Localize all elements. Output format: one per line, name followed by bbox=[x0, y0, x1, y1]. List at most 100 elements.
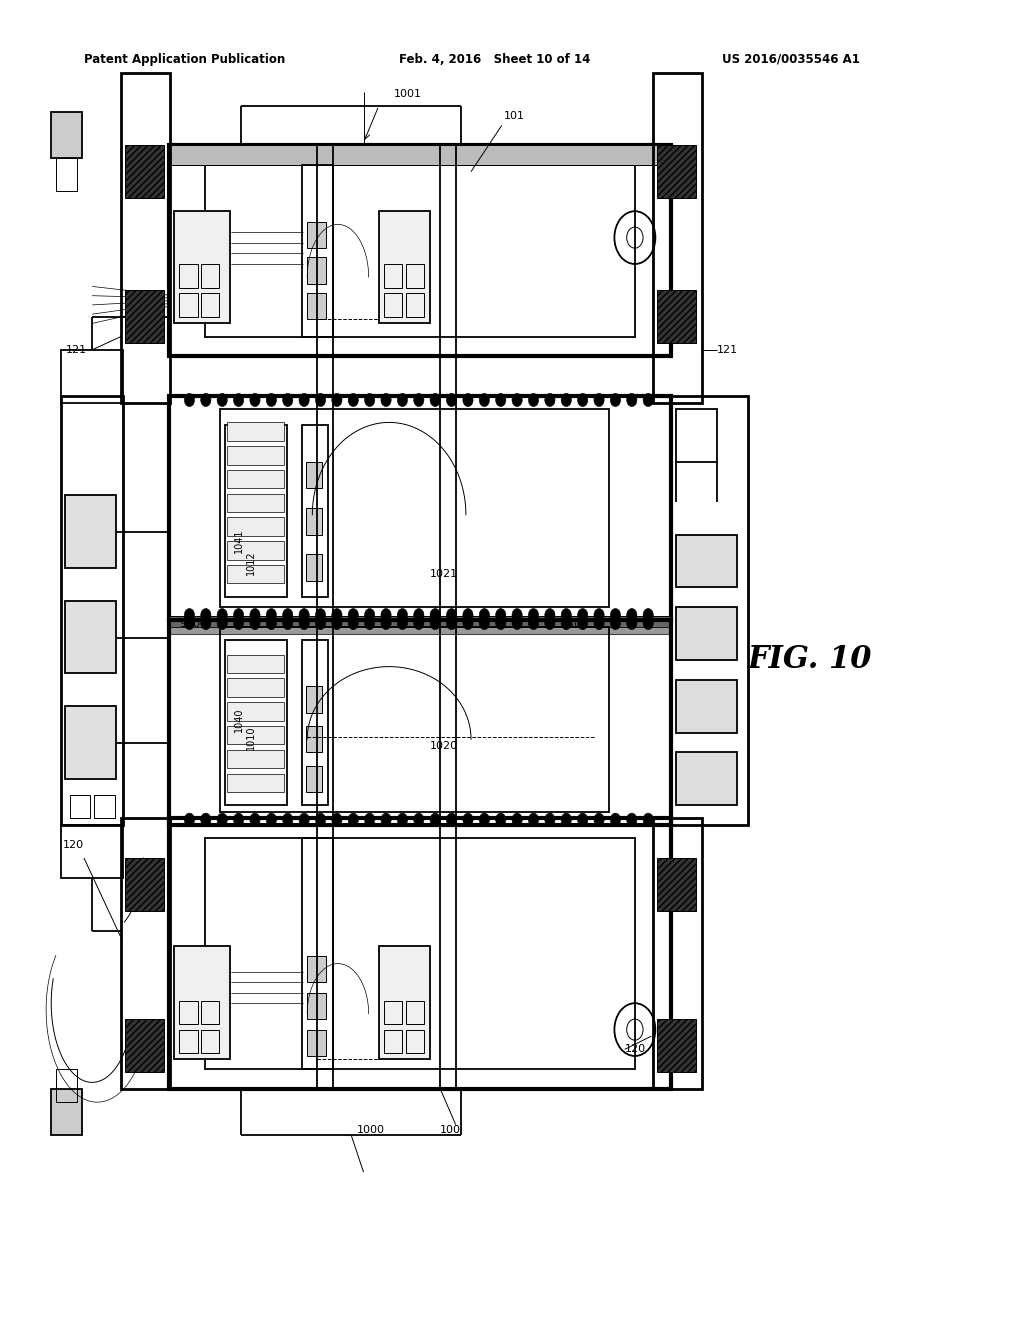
Bar bbox=[169, 396, 671, 620]
Bar bbox=[384, 293, 402, 317]
Text: 1000: 1000 bbox=[356, 1125, 384, 1135]
Circle shape bbox=[299, 393, 309, 407]
Bar bbox=[307, 1030, 326, 1056]
Circle shape bbox=[266, 813, 276, 826]
Circle shape bbox=[201, 609, 211, 622]
Circle shape bbox=[578, 813, 588, 826]
Circle shape bbox=[463, 813, 473, 826]
Bar bbox=[227, 726, 284, 744]
Bar bbox=[307, 222, 326, 248]
Circle shape bbox=[233, 813, 244, 826]
Circle shape bbox=[266, 609, 276, 622]
Bar bbox=[65, 601, 116, 673]
Bar bbox=[307, 956, 326, 982]
Circle shape bbox=[283, 616, 293, 630]
Circle shape bbox=[332, 393, 342, 407]
Bar bbox=[302, 640, 328, 805]
Text: 1012: 1012 bbox=[246, 550, 256, 574]
Circle shape bbox=[627, 616, 637, 630]
Circle shape bbox=[496, 813, 506, 826]
Bar bbox=[302, 165, 333, 337]
Bar bbox=[306, 554, 322, 581]
Circle shape bbox=[365, 609, 375, 622]
Circle shape bbox=[184, 813, 195, 826]
Circle shape bbox=[414, 609, 424, 622]
Circle shape bbox=[430, 813, 440, 826]
Bar bbox=[169, 145, 671, 356]
Circle shape bbox=[184, 616, 195, 630]
Bar bbox=[227, 774, 284, 792]
Circle shape bbox=[463, 609, 473, 622]
Circle shape bbox=[414, 393, 424, 407]
Bar bbox=[406, 1030, 424, 1053]
Bar bbox=[406, 264, 424, 288]
Bar bbox=[227, 541, 284, 560]
Circle shape bbox=[201, 813, 211, 826]
Circle shape bbox=[397, 393, 408, 407]
Bar bbox=[179, 1001, 198, 1024]
Circle shape bbox=[512, 393, 522, 407]
Bar bbox=[676, 680, 737, 733]
Bar bbox=[169, 627, 671, 634]
Bar bbox=[384, 1001, 402, 1024]
Circle shape bbox=[414, 813, 424, 826]
Circle shape bbox=[283, 813, 293, 826]
Text: 1020: 1020 bbox=[430, 741, 458, 751]
Bar bbox=[406, 293, 424, 317]
Bar bbox=[671, 396, 748, 825]
Circle shape bbox=[365, 616, 375, 630]
Bar bbox=[169, 818, 671, 1089]
Text: FIG. 10: FIG. 10 bbox=[748, 644, 872, 676]
Circle shape bbox=[528, 616, 539, 630]
Bar bbox=[169, 145, 671, 165]
Circle shape bbox=[217, 813, 227, 826]
Bar bbox=[220, 627, 609, 812]
Bar bbox=[653, 818, 702, 1089]
Text: 121: 121 bbox=[66, 345, 87, 355]
Bar bbox=[51, 112, 82, 158]
Circle shape bbox=[463, 616, 473, 630]
Bar bbox=[302, 838, 333, 1069]
Circle shape bbox=[545, 616, 555, 630]
Bar bbox=[225, 425, 287, 597]
Circle shape bbox=[627, 609, 637, 622]
Bar bbox=[227, 750, 284, 768]
Bar bbox=[205, 165, 635, 337]
Circle shape bbox=[217, 616, 227, 630]
Bar bbox=[676, 607, 737, 660]
Bar bbox=[220, 409, 609, 607]
Circle shape bbox=[545, 813, 555, 826]
Circle shape bbox=[332, 609, 342, 622]
Text: 150: 150 bbox=[561, 619, 583, 630]
Text: Patent Application Publication: Patent Application Publication bbox=[84, 53, 286, 66]
Circle shape bbox=[315, 813, 326, 826]
Bar bbox=[125, 858, 164, 911]
Circle shape bbox=[561, 609, 571, 622]
Bar bbox=[653, 73, 702, 403]
Bar bbox=[61, 350, 123, 403]
Circle shape bbox=[643, 813, 653, 826]
Circle shape bbox=[233, 616, 244, 630]
Bar bbox=[227, 678, 284, 697]
Bar bbox=[306, 726, 322, 752]
Circle shape bbox=[561, 616, 571, 630]
Bar bbox=[201, 1030, 219, 1053]
Bar bbox=[307, 993, 326, 1019]
Bar bbox=[227, 702, 284, 721]
Bar bbox=[676, 535, 737, 587]
Circle shape bbox=[217, 609, 227, 622]
Circle shape bbox=[381, 393, 391, 407]
Circle shape bbox=[610, 813, 621, 826]
Bar bbox=[61, 396, 123, 825]
Bar bbox=[657, 290, 696, 343]
Circle shape bbox=[610, 609, 621, 622]
Circle shape bbox=[479, 609, 489, 622]
Text: US 2016/0035546 A1: US 2016/0035546 A1 bbox=[722, 53, 860, 66]
Bar bbox=[227, 565, 284, 583]
Bar bbox=[174, 211, 230, 323]
Circle shape bbox=[299, 813, 309, 826]
Circle shape bbox=[643, 609, 653, 622]
Text: Feb. 4, 2016   Sheet 10 of 14: Feb. 4, 2016 Sheet 10 of 14 bbox=[399, 53, 591, 66]
Bar bbox=[657, 145, 696, 198]
Bar bbox=[94, 795, 115, 818]
